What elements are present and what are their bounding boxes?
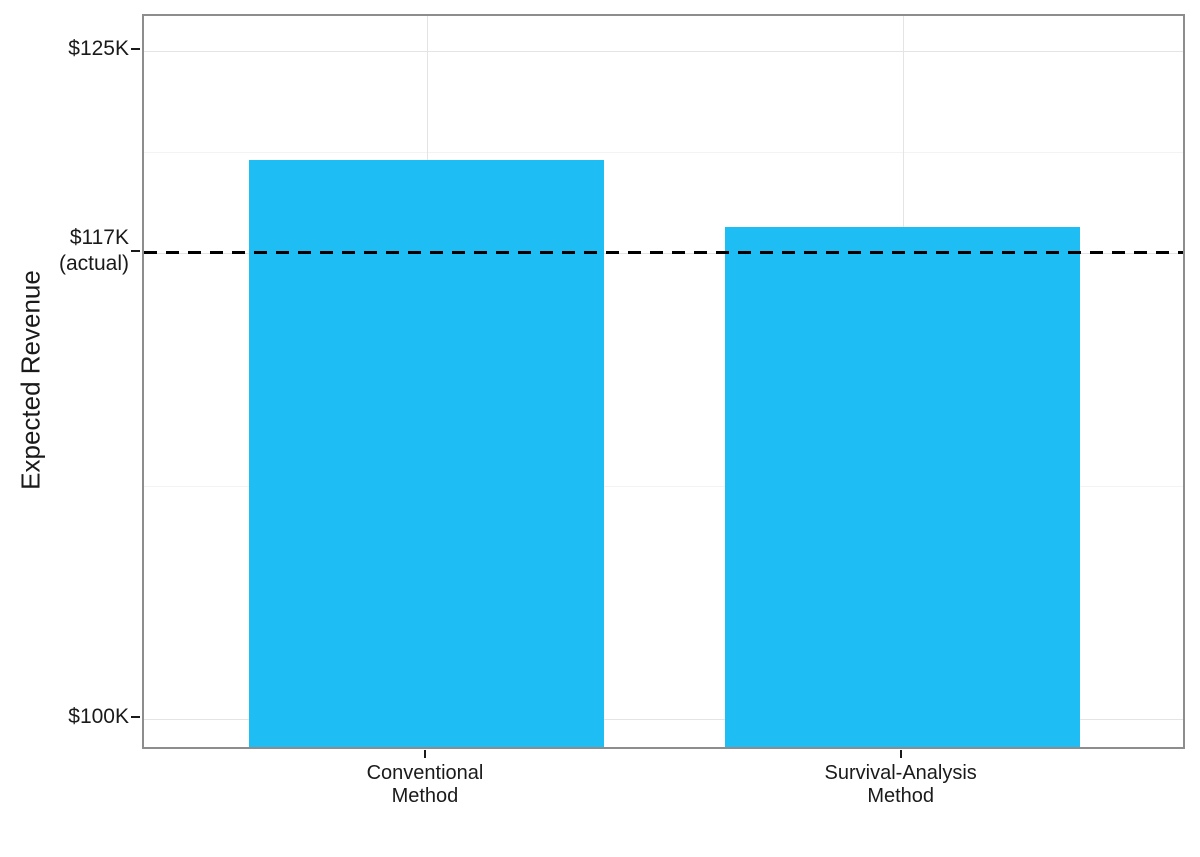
bars-layer	[144, 16, 1183, 747]
x-tick-mark	[899, 750, 902, 758]
y-tick-label-text: $117K	[69, 225, 129, 249]
minor-gridline	[144, 486, 1183, 488]
y-tick-label: $117K (actual)	[0, 225, 129, 277]
minor-gridline	[144, 152, 1183, 154]
major-gridline	[144, 50, 1183, 52]
y-tick-label: $100K	[0, 704, 129, 730]
y-tick-label-text: $125K	[68, 36, 129, 60]
x-tick-mark	[423, 750, 426, 758]
bar-survival-analysis-method	[725, 227, 1081, 747]
category-label-line1: Survival-Analysis	[824, 762, 977, 784]
bar-conventional-method	[249, 160, 605, 747]
plot-panel	[142, 14, 1185, 749]
y-tick-mark	[131, 715, 140, 718]
y-tick-label: $125K	[0, 36, 129, 62]
category-label-line2: Method	[391, 785, 459, 807]
category-label-survival-analysis-method: Survival-Analysis Method	[741, 762, 1061, 808]
category-label-conventional-method: Conventional Method	[265, 762, 585, 808]
category-label-line1: Conventional	[366, 762, 484, 784]
y-tick-mark	[131, 47, 140, 50]
y-tick-label-text: $100K	[68, 704, 129, 728]
actual-revenue-dashed-line	[144, 251, 1183, 255]
y-tick-mark	[131, 249, 140, 252]
major-gridline	[144, 718, 1183, 720]
category-label-line2: Method	[867, 785, 935, 807]
y-tick-sublabel-text: (actual)	[58, 251, 129, 275]
y-axis-title: Expected Revenue	[15, 270, 46, 490]
